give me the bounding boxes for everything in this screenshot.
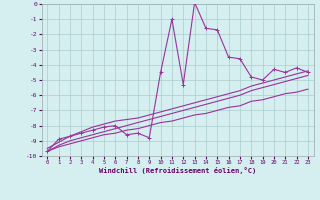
X-axis label: Windchill (Refroidissement éolien,°C): Windchill (Refroidissement éolien,°C) bbox=[99, 167, 256, 174]
